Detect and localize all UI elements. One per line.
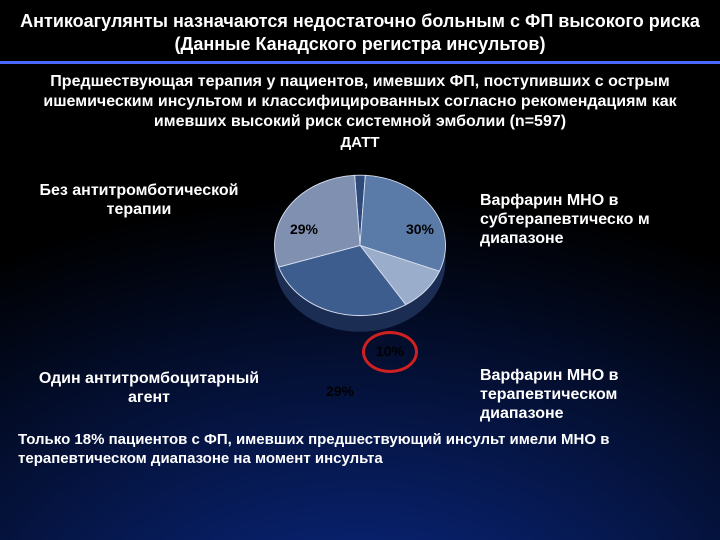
slide: Антикоагулянты назначаются недостаточно … <box>0 0 720 540</box>
label-left-top: Без антитромботической терапии <box>34 181 244 219</box>
datalabel-none: 29% <box>284 221 324 237</box>
pie-svg <box>270 159 450 339</box>
chart-area: 2% 30% 10% 29% 29% Без антитромботическо… <box>0 151 720 431</box>
datalabel-datt: 2% <box>350 147 390 163</box>
datalabel-single: 29% <box>320 383 360 399</box>
highlight-ring <box>362 331 418 373</box>
datalabel-sub: 30% <box>400 221 440 237</box>
label-left-bottom: Один антитромбоцитарный агент <box>34 369 264 407</box>
slide-subtitle: Предшествующая терапия у пациентов, имев… <box>0 64 720 134</box>
footer-note: Только 18% пациентов с ФП, имевших предш… <box>0 431 720 469</box>
label-right-bottom: Варфарин МНО в терапевтическом диапазоне <box>480 366 700 424</box>
pie-chart <box>270 159 450 339</box>
label-right-top: Варфарин МНО в субтерапевтическо м диапа… <box>480 191 700 249</box>
slide-title: Антикоагулянты назначаются недостаточно … <box>0 0 720 61</box>
